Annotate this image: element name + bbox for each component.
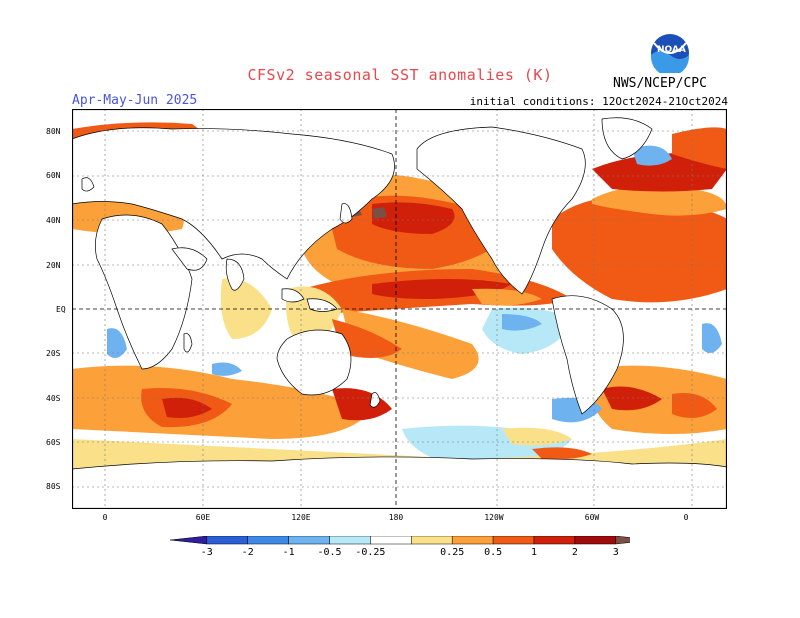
antarctica: [72, 456, 727, 509]
colorbar-label: -2: [241, 547, 254, 558]
colorbar: [170, 536, 630, 545]
sst-anomaly-map: [72, 109, 727, 509]
colorbar-label: -3: [200, 547, 213, 558]
new-guinea: [306, 298, 338, 312]
lon-label: 0: [102, 513, 108, 522]
colorbar-label: 2: [571, 547, 578, 558]
arabia: [171, 247, 208, 271]
lat-label: 20S: [46, 349, 61, 358]
india: [225, 258, 245, 291]
eurasia: [72, 127, 395, 280]
borneo: [281, 288, 305, 303]
lat-label: 80N: [46, 127, 61, 136]
south-america: [551, 295, 624, 415]
colorbar-cell: [288, 536, 330, 545]
greenland: [601, 117, 653, 160]
lat-label: 40S: [46, 394, 61, 403]
landmasses: [72, 117, 727, 509]
lat-label: 60N: [46, 171, 61, 180]
colorbar-cell: [574, 536, 617, 545]
lon-label: 0: [683, 513, 689, 522]
colorbar-cell: [370, 536, 412, 545]
lon-label: 60W: [584, 513, 600, 522]
colorbar-label: 0.5: [484, 547, 503, 558]
colorbar-cell: [206, 536, 248, 545]
colorbar-label: 3: [612, 547, 619, 558]
africa: [95, 214, 193, 370]
japan: [339, 203, 353, 224]
logo-text: NOAA: [657, 45, 686, 55]
map-frame: [72, 109, 727, 509]
australia: [276, 329, 352, 396]
colorbar-label: 1: [530, 547, 538, 558]
madagascar: [183, 333, 193, 353]
colorbar-label: -1: [282, 547, 295, 558]
colorbar-label: 0.25: [440, 547, 465, 558]
lon-label: 60E: [195, 513, 211, 522]
colorbar-max-arrow: [615, 536, 630, 545]
lon-label: 120W: [484, 513, 504, 522]
lon-label: 120E: [291, 513, 311, 522]
lat-label: 20N: [46, 261, 61, 270]
colorbar-cell: [492, 536, 535, 545]
lat-label: 40N: [46, 216, 61, 225]
uk: [81, 177, 95, 192]
org-label: NWS/NCEP/CPC: [613, 76, 707, 91]
noaa-logo: NOAA: [650, 33, 690, 76]
colorbar-label: -0.25: [355, 547, 386, 558]
colorbar-cell: [533, 536, 576, 545]
colorbar-min-arrow: [170, 536, 208, 545]
colorbar-cell: [411, 536, 453, 545]
colorbar-cell: [329, 536, 371, 545]
north-america: [416, 126, 586, 295]
colorbar-label: -0.5: [317, 547, 342, 558]
lat-label: 80S: [46, 482, 61, 491]
season-label: Apr-May-Jun 2025: [72, 93, 198, 108]
chart-title: CFSv2 seasonal SST anomalies (K): [247, 66, 553, 84]
colorbar-cell: [451, 536, 494, 545]
anomaly-field: [72, 122, 727, 474]
initial-conditions-label: initial conditions: 12Oct2024-21Oct2024: [469, 95, 728, 108]
lat-label: EQ: [56, 305, 66, 314]
gridlines: [72, 109, 727, 509]
reference-lines: [72, 109, 727, 509]
colorbar-cell: [247, 536, 289, 545]
new-zealand: [369, 392, 381, 408]
lon-label: 180: [388, 513, 404, 522]
lat-label: 60S: [46, 438, 61, 447]
